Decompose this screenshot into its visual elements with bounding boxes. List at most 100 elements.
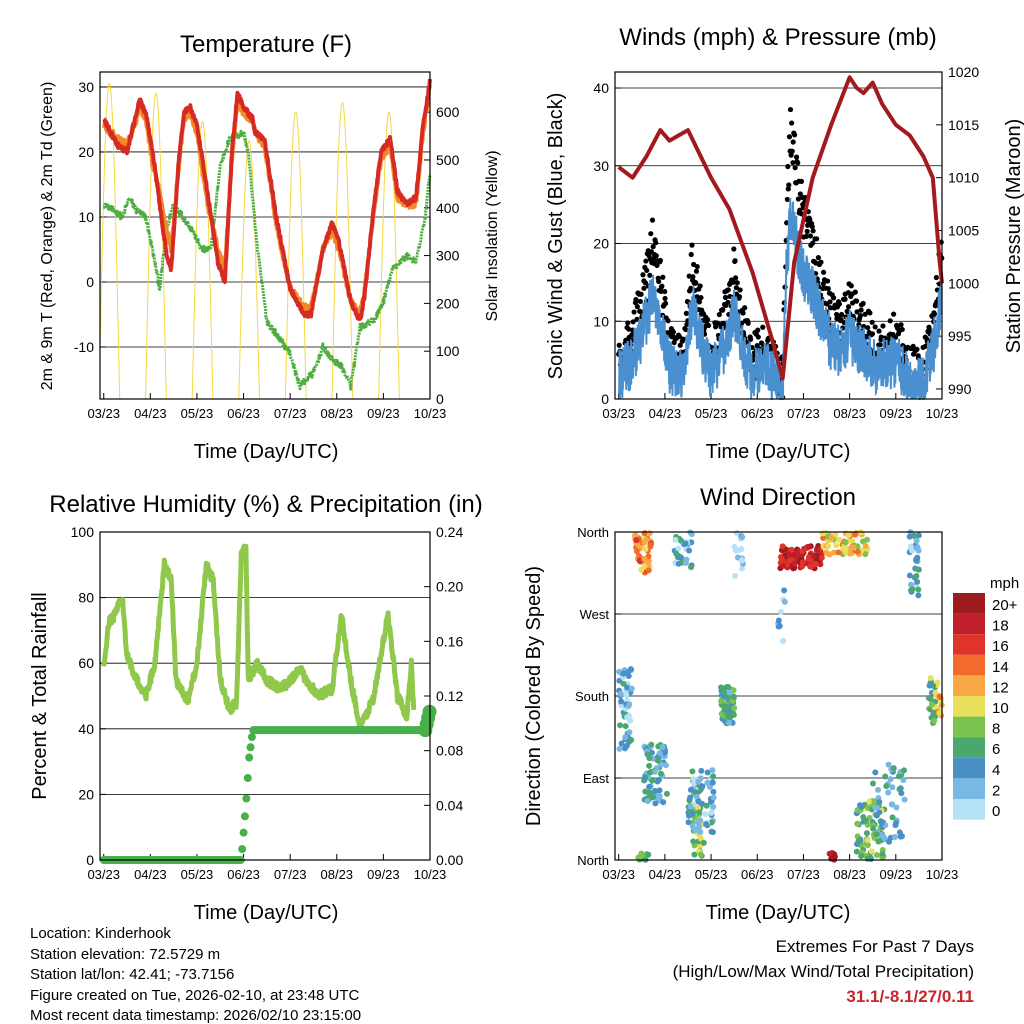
humidity-ylabel: Percent & Total Rainfall <box>29 592 51 800</box>
y2-tick-label: 0.08 <box>436 743 463 759</box>
y-tick-label: 10 <box>593 313 609 329</box>
direction-point <box>738 557 745 564</box>
gust-point <box>810 228 816 234</box>
gust-point <box>820 269 827 275</box>
gust-point <box>857 312 864 319</box>
direction-point <box>624 714 631 721</box>
direction-point <box>644 798 651 805</box>
legend-label: 0 <box>992 803 1000 820</box>
gust-point <box>680 336 686 342</box>
gust-point <box>690 274 696 280</box>
gust-point <box>656 278 662 285</box>
gust-point <box>742 305 748 311</box>
x-tick-label: 03/23 <box>87 867 120 882</box>
gust-point <box>786 182 792 188</box>
direction-point <box>791 564 798 571</box>
direction-point <box>645 567 652 574</box>
direction-point <box>616 677 623 684</box>
gust-point <box>825 278 831 284</box>
rainfall-point <box>239 828 248 837</box>
gust-point <box>740 310 746 316</box>
gust-point <box>820 281 826 287</box>
direction-point <box>931 717 938 724</box>
direction-point <box>646 769 653 776</box>
gust-point <box>649 217 656 223</box>
gust-point <box>626 326 632 332</box>
direction-point <box>845 532 852 539</box>
legend-swatch <box>953 737 985 758</box>
direction-point <box>893 820 900 827</box>
gust-point <box>933 274 939 281</box>
gust-point <box>827 299 833 305</box>
x-tick-label: 04/23 <box>134 406 167 421</box>
gust-point <box>854 298 860 304</box>
direction-point <box>805 543 812 550</box>
direction-point <box>915 592 922 599</box>
direction-point <box>876 809 883 816</box>
direction-point <box>647 541 654 548</box>
direction-point <box>648 741 655 748</box>
direction-point <box>710 773 717 780</box>
direction-point <box>708 809 715 816</box>
gust-point <box>792 165 798 171</box>
direction-point <box>915 566 922 573</box>
gust-point <box>641 285 647 291</box>
gust-point <box>791 132 798 138</box>
station-info: Location: Kinderhook Station elevation: … <box>30 924 361 1024</box>
direction-point <box>875 838 882 845</box>
direction-point <box>870 780 877 787</box>
y2-tick-label: 200 <box>436 295 460 311</box>
rainfall-point <box>240 812 249 821</box>
x-tick-label: 09/23 <box>880 406 913 421</box>
gust-point <box>733 285 739 291</box>
gust-point <box>694 263 700 270</box>
y-tick-label: 40 <box>78 721 94 737</box>
direction-point <box>652 800 659 807</box>
x-tick-label: 06/23 <box>741 867 774 882</box>
gust-point <box>810 240 816 246</box>
y2-tick-label: 1010 <box>948 170 979 186</box>
y2-tick-label: 100 <box>436 343 460 359</box>
direction-point <box>780 637 787 644</box>
legend-swatch <box>953 593 985 614</box>
gust-point <box>730 279 736 285</box>
direction-point <box>889 814 896 821</box>
gust-point <box>660 274 666 280</box>
y2-tick-label: 300 <box>436 248 460 264</box>
extremes-subtitle: (High/Low/Max Wind/Total Precipitation) <box>672 962 974 981</box>
gust-point <box>648 231 654 237</box>
direction-point <box>624 684 631 691</box>
gust-point <box>899 326 905 333</box>
x-tick-label: 06/23 <box>741 406 774 421</box>
legend-swatch <box>953 696 985 717</box>
y2-tick-label: 0 <box>436 391 444 407</box>
gust-point <box>657 257 663 264</box>
x-tick-label: 05/23 <box>181 867 214 882</box>
gust-point <box>786 134 793 140</box>
x-tick-label: 07/23 <box>274 867 307 882</box>
direction-point <box>906 533 913 540</box>
direction-point <box>625 702 632 709</box>
gust-point <box>869 319 875 325</box>
pressure-line <box>617 75 944 381</box>
legend-label: 20+ <box>992 597 1018 614</box>
direction-point <box>709 829 716 836</box>
direction-point <box>730 693 737 700</box>
direction-point <box>673 550 680 557</box>
direction-point <box>852 531 859 538</box>
y-tick-label: West <box>580 607 610 622</box>
gust-point <box>662 300 669 307</box>
direction-point <box>718 684 725 691</box>
direction-point <box>708 819 715 826</box>
y2-tick-label: 0.20 <box>436 579 463 595</box>
plot-frame <box>614 71 943 400</box>
direction-point <box>731 543 738 550</box>
direction-point <box>643 536 650 543</box>
x-tick-label: 04/23 <box>649 406 682 421</box>
gust-point <box>848 283 854 289</box>
direction-point <box>697 828 704 835</box>
direction-point <box>689 768 696 775</box>
legend-swatch <box>953 654 985 676</box>
winds-title: Winds (mph) & Pressure (mb) <box>619 24 936 51</box>
direction-point <box>913 557 920 564</box>
